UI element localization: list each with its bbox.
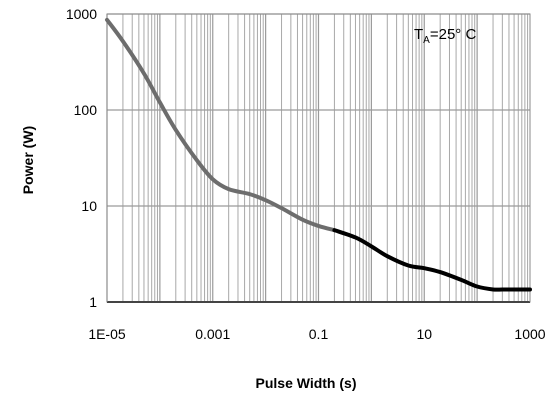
plot-frame	[106, 13, 531, 303]
y-tick-label: 1	[89, 294, 97, 310]
annotation-main: T	[414, 26, 423, 43]
y-axis-title: Power (W)	[20, 126, 36, 194]
series-layer	[105, 17, 532, 292]
y-tick-label: 10	[81, 198, 97, 214]
grid-lines	[106, 13, 530, 303]
series-line-1	[332, 228, 532, 292]
temperature-annotation: TA=25° C	[414, 26, 476, 46]
x-tick-label: 10	[416, 326, 432, 342]
tick-labels: 1E-05 0.001 0.1 10 1000 1 10 100 1000	[66, 6, 546, 342]
x-tick-label: 0.1	[309, 326, 329, 342]
x-axis-title: Pulse Width (s)	[256, 375, 357, 391]
annotation-subscript: A	[423, 35, 430, 46]
series-line-0	[105, 17, 337, 233]
y-tick-label: 1000	[66, 6, 97, 22]
x-tick-label: 1000	[514, 326, 545, 342]
y-tick-label: 100	[74, 102, 98, 118]
annotation-rest: =25° C	[430, 26, 477, 43]
x-tick-label: 1E-05	[88, 326, 126, 342]
x-tick-label: 0.001	[195, 326, 230, 342]
